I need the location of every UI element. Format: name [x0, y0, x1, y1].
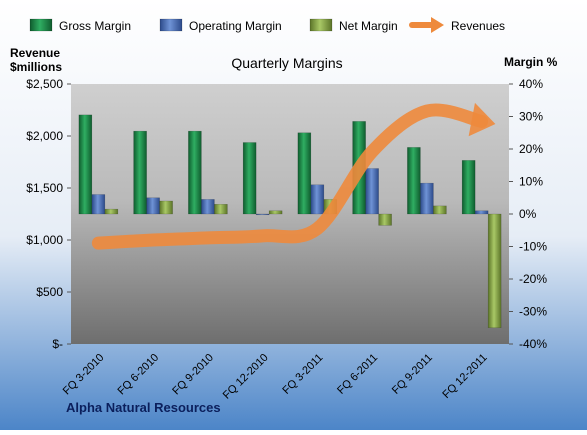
left-axis-label-line2: $millions	[10, 60, 62, 74]
legend-arrow-revenues	[431, 17, 444, 33]
left-tick-label-4: $2,000	[26, 129, 63, 143]
legend-label-gross-margin: Gross Margin	[59, 19, 131, 33]
left-tick-label-1: $500	[36, 285, 63, 299]
legend-label-net-margin: Net Margin	[339, 19, 398, 33]
bar-operating-margin-3	[255, 213, 270, 216]
right-tick-label-6: 20%	[519, 142, 543, 156]
right-tick-label-0: -40%	[519, 337, 547, 351]
legend: Gross Margin Operating Margin Net Margin Re…	[29, 17, 505, 33]
bar-operating-margin-5	[365, 168, 379, 215]
chart-title: Quarterly Margins	[231, 55, 342, 71]
bar-gross-margin-3	[242, 142, 257, 215]
revenue-line-path	[91, 103, 489, 250]
bar-net-margin-1	[159, 200, 173, 215]
bar-gross-margin-6	[407, 147, 421, 215]
bar-gross-margin-7	[461, 160, 476, 215]
bar-net-margin-7	[487, 213, 502, 328]
bar-net-margin-0	[104, 208, 119, 215]
bar-net-margin-2	[214, 204, 228, 215]
revenue-point-1	[153, 240, 154, 241]
bar-operating-margin-2	[201, 199, 215, 215]
right-axis-ticks: -40% -30% -20% -10% 0% 10% 20% 30% 40%	[509, 77, 547, 351]
bar-gross-margin-4	[297, 132, 312, 215]
bar-net-margin-3	[268, 210, 283, 215]
right-tick-label-1: -30%	[519, 305, 547, 319]
bar-operating-margin-6	[420, 182, 434, 215]
right-tick-label-3: -10%	[519, 240, 547, 254]
revenue-line	[91, 102, 496, 250]
right-tick-label-4: 0%	[519, 207, 537, 221]
left-tick-label-5: $2,500	[26, 77, 63, 91]
legend-label-operating-margin: Operating Margin	[189, 19, 282, 33]
left-axis-ticks: $- $500 $1,000 $1,500 $2,000 $2,500	[26, 77, 71, 351]
revenue-point-2	[207, 237, 208, 238]
bar-operating-margin-1	[146, 197, 160, 215]
bar-net-margin-5	[378, 213, 392, 226]
revenue-point-4	[317, 228, 318, 229]
right-tick-label-5: 10%	[519, 175, 543, 189]
bar-gross-margin-0	[78, 114, 93, 215]
left-tick-label-2: $1,000	[26, 233, 63, 247]
right-tick-label-2: -20%	[519, 272, 547, 286]
footer-label: Alpha Natural Resources	[66, 400, 221, 415]
legend-label-revenues: Revenues	[451, 19, 505, 33]
revenue-point-0	[98, 243, 99, 244]
revenue-arrowhead	[468, 102, 496, 137]
bar-gross-margin-1	[133, 130, 147, 215]
revenue-point-3	[262, 235, 263, 236]
right-tick-label-7: 30%	[519, 110, 543, 124]
bar-gross-margin-2	[188, 130, 202, 215]
bar-net-margin-6	[433, 205, 447, 215]
revenue-point-7	[481, 121, 482, 122]
left-tick-label-3: $1,500	[26, 181, 63, 195]
left-axis-label-line1: Revenue	[10, 46, 60, 60]
left-tick-label-0: $-	[52, 337, 63, 351]
revenue-point-5	[372, 151, 373, 152]
bar-operating-margin-7	[474, 210, 489, 215]
bar-operating-margin-0	[91, 194, 106, 215]
legend-swatch-net-margin	[309, 18, 333, 32]
legend-swatch-gross-margin	[29, 18, 53, 32]
bar-operating-margin-4	[310, 184, 325, 215]
right-tick-label-8: 40%	[519, 77, 543, 91]
right-axis-label: Margin %	[504, 55, 558, 69]
revenue-point-6	[426, 111, 427, 112]
legend-swatch-operating-margin	[159, 18, 183, 32]
